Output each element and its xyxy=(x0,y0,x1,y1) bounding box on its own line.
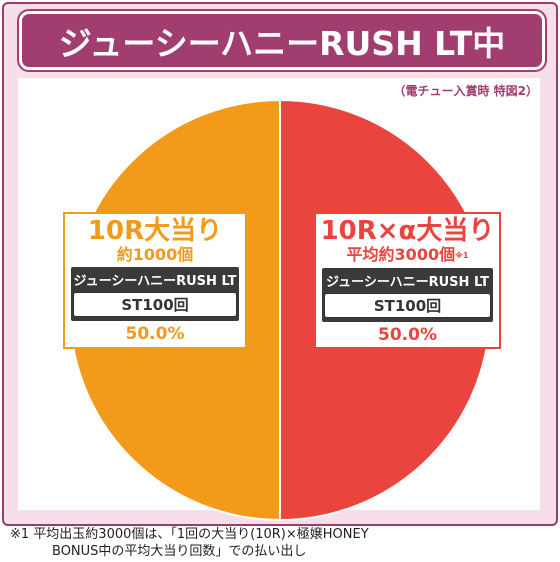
slice-label-left: 10R大当り 約1000個 ジューシーハニーRUSH LT ST100回 50.… xyxy=(63,212,247,349)
slice-label-right: 10R×α大当り 平均約3000個※1 ジューシーハニーRUSH LT ST10… xyxy=(314,212,501,349)
slice-st-label: ST100回 xyxy=(73,292,237,317)
slice-value-label: 50.0% xyxy=(125,324,185,344)
slice-mode-box: ジューシーハニーRUSH LT ST100回 xyxy=(71,267,239,321)
slice-mode-label: ジューシーハニーRUSH LT xyxy=(73,274,237,289)
footnote-line2: BONUS中の平均大当り回数」での払い出し xyxy=(52,544,307,559)
slice-value-label: 50.0% xyxy=(378,325,437,345)
footnote-line1: ※1 平均出玉約3000個は、「1回の大当り(10R)×極嬢HONEY xyxy=(10,527,369,542)
slice-sub-text: 平均約3000個 xyxy=(346,245,456,264)
slice-mode-label: ジューシーハニーRUSH LT xyxy=(326,275,489,290)
note-top: （電チュー入賞時 特図2） xyxy=(393,84,538,98)
footnote: ※1 平均出玉約3000個は、「1回の大当り(10R)×極嬢HONEY BONU… xyxy=(10,526,369,560)
slice-label-title: 10R×α大当り xyxy=(320,216,495,246)
slice-label-sub: 平均約3000個※1 xyxy=(316,246,499,265)
slice-label-title: 10R大当り xyxy=(87,216,223,246)
slice-label-sub: 約1000個 xyxy=(116,245,194,264)
footnote-mark: ※1 xyxy=(455,251,469,260)
slice-mode-box: ジューシーハニーRUSH LT ST100回 xyxy=(322,268,493,322)
slice-st-label: ST100回 xyxy=(324,293,491,318)
chart-title: ジューシーハニーRUSH LT中 xyxy=(19,11,545,70)
